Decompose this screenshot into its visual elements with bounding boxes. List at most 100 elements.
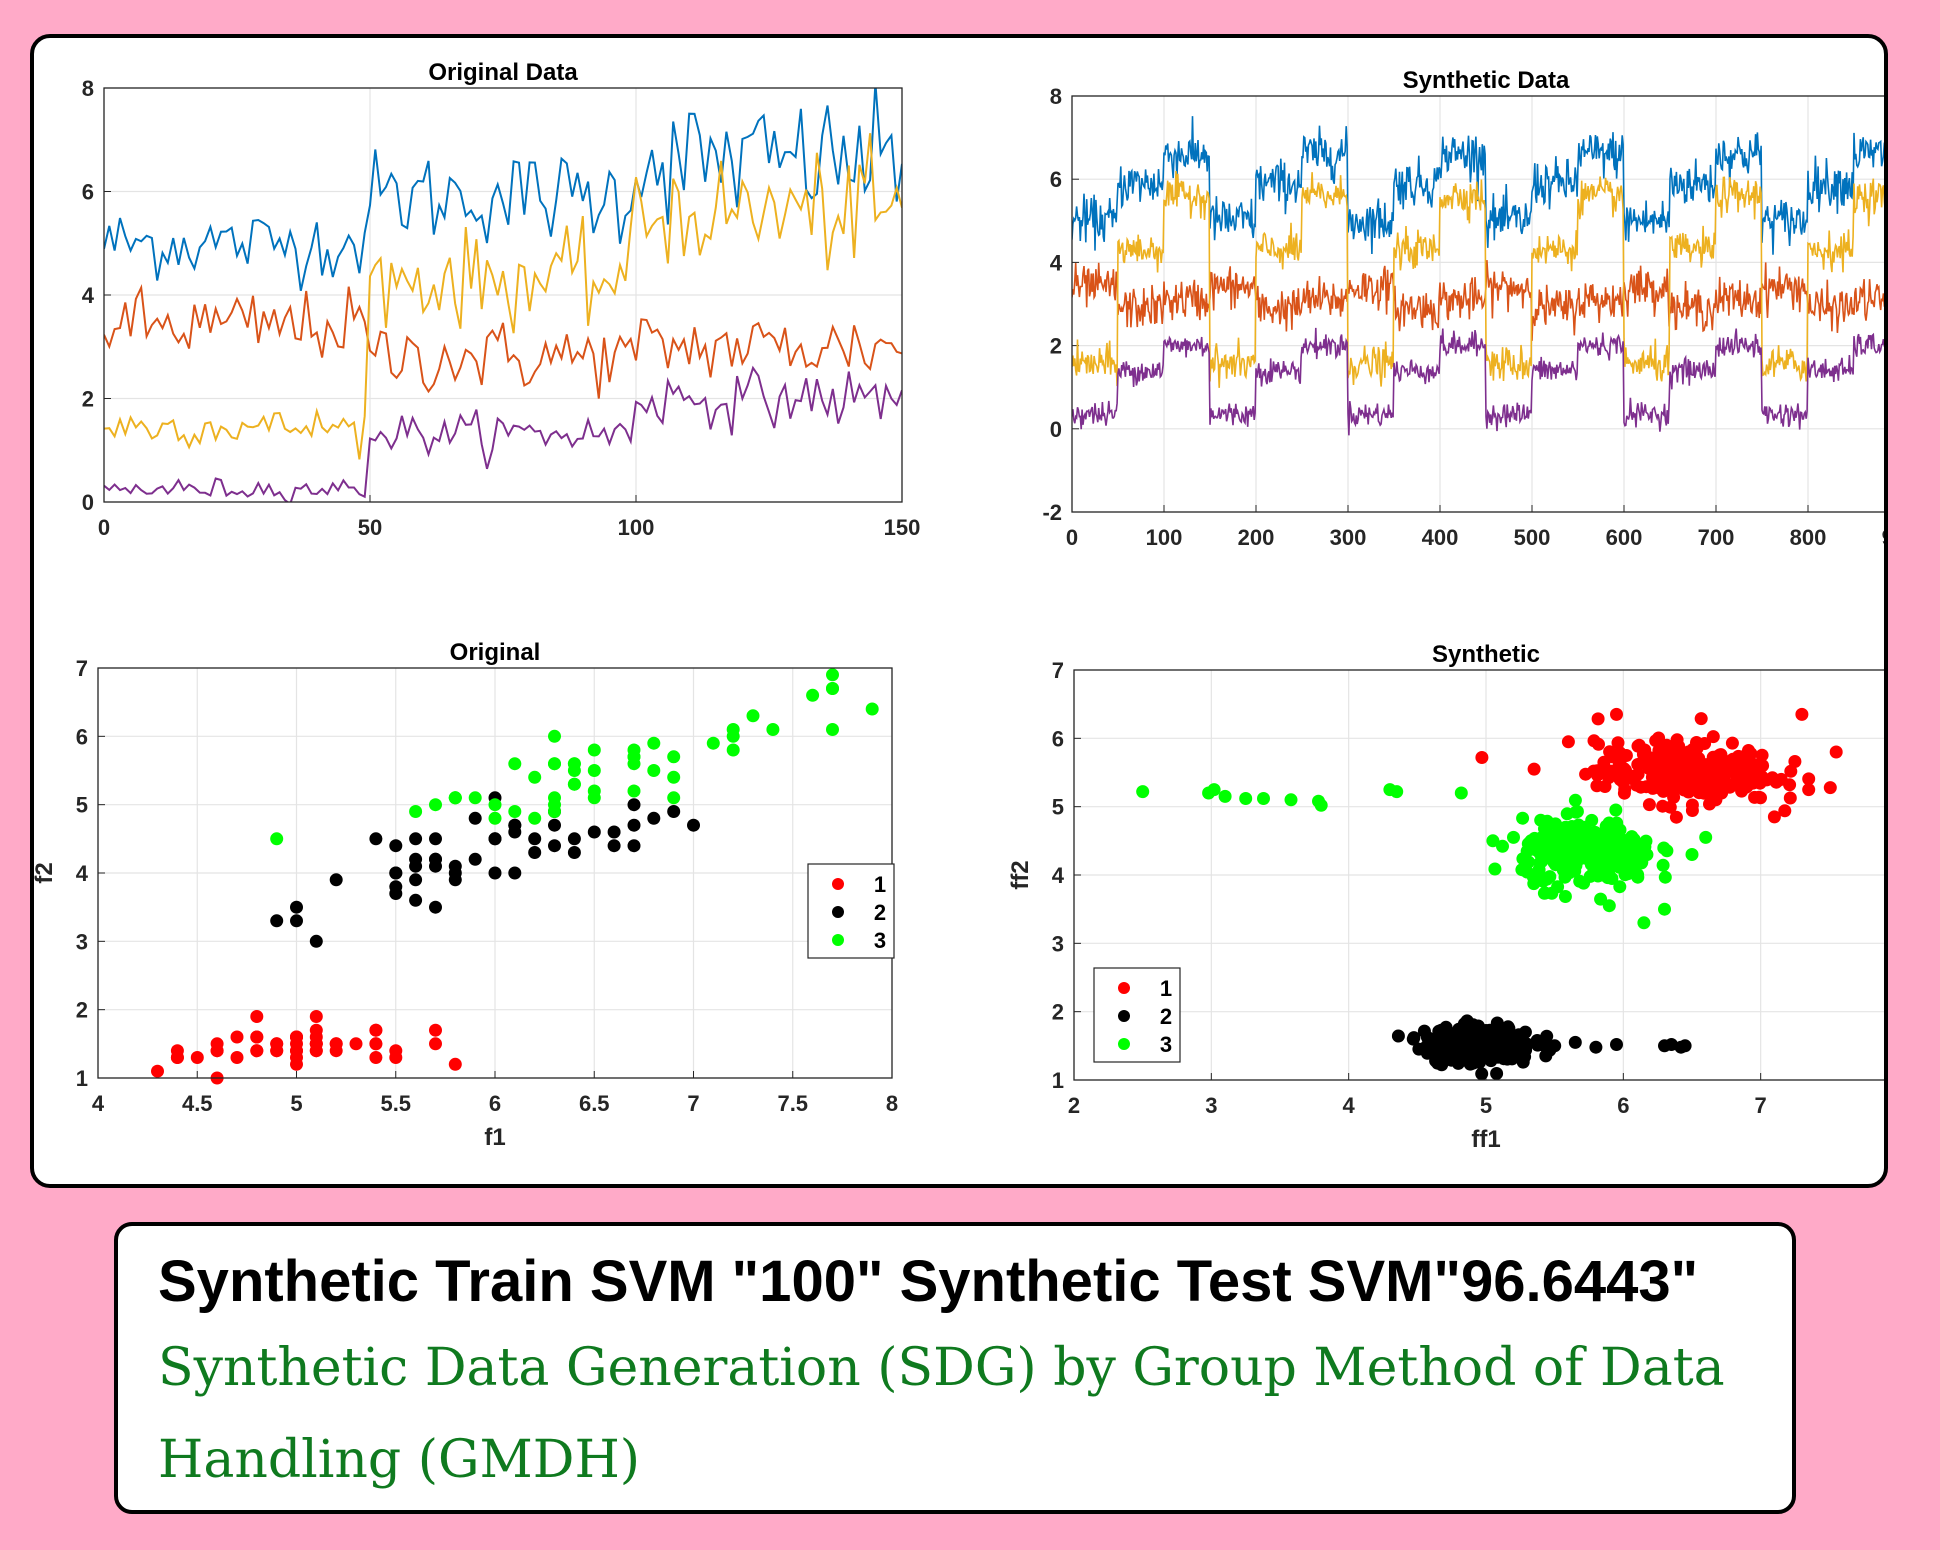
point-class-3: [826, 682, 839, 695]
tick-label-x: 7.5: [777, 1091, 808, 1116]
point-class-2: [1610, 1038, 1623, 1051]
point-class-2: [1451, 1056, 1465, 1070]
point-class-2: [1568, 1035, 1582, 1049]
y-axis-label: f2: [34, 862, 58, 883]
point-class-3: [1520, 844, 1534, 858]
point-class-2: [1466, 1018, 1480, 1032]
point-class-3: [1569, 849, 1582, 863]
point-class-2: [587, 825, 601, 839]
point-class-3: [528, 811, 542, 825]
tick-label-x: 6.5: [579, 1091, 610, 1116]
tick-label-y: 5: [76, 793, 88, 818]
point-class-3: [1551, 838, 1565, 852]
point-class-3: [1569, 859, 1583, 873]
tick-label-x: 600: [1606, 525, 1643, 550]
tick-label-y: 4: [1052, 863, 1065, 888]
series-line-1: [1072, 116, 1884, 255]
point-class-3: [1524, 834, 1538, 848]
point-class-3: [528, 770, 542, 784]
point-class-1: [1619, 749, 1633, 762]
point-class-3: [1658, 870, 1672, 884]
point-class-1: [1802, 772, 1816, 786]
point-class-3: [587, 784, 601, 798]
point-class-1: [1579, 767, 1593, 781]
point-class-2: [687, 818, 700, 832]
legend-box: [807, 863, 895, 959]
legend-box: [1093, 967, 1181, 1063]
point-class-3: [508, 805, 522, 818]
chart-title: Synthetic: [1432, 641, 1540, 668]
legend-label-1: 1: [1160, 976, 1172, 1001]
point-class-3: [726, 729, 740, 743]
tick-label-x: 5: [1480, 1093, 1492, 1118]
tick-label-x: 4: [92, 1091, 105, 1116]
tick-label-x: 6: [489, 1091, 501, 1116]
point-class-3: [1573, 874, 1587, 888]
point-class-3: [1136, 785, 1150, 799]
point-class-3: [548, 757, 561, 771]
legend-marker-1: [1118, 982, 1130, 994]
point-class-1: [1752, 790, 1766, 804]
point-class-1: [1561, 735, 1575, 749]
point-class-3: [448, 791, 462, 805]
point-class-2: [627, 839, 641, 853]
tick-label-y: 2: [82, 387, 94, 412]
chart-4: 23456781234567Syntheticff1ff2123: [1007, 641, 1884, 1153]
point-class-1: [1690, 736, 1703, 749]
point-class-1: [1670, 733, 1684, 747]
point-class-3: [548, 729, 561, 743]
point-class-1: [1774, 772, 1788, 786]
point-class-2: [548, 839, 561, 853]
point-class-1: [1592, 737, 1605, 751]
point-class-1: [1697, 764, 1711, 778]
point-class-1: [309, 1010, 323, 1023]
tick-label-y: 7: [1052, 658, 1064, 683]
point-class-3: [706, 736, 720, 750]
point-class-1: [1656, 799, 1670, 813]
series-line-1: [104, 88, 902, 292]
point-class-3: [647, 764, 661, 777]
point-class-1: [1696, 773, 1710, 787]
point-class-3: [1496, 839, 1509, 853]
point-class-3: [567, 777, 581, 791]
point-class-2: [488, 832, 502, 846]
point-class-1: [1802, 783, 1816, 797]
point-class-1: [1746, 759, 1760, 773]
point-class-2: [290, 914, 303, 928]
point-class-3: [1543, 870, 1557, 884]
tick-label-x: 6: [1617, 1093, 1629, 1118]
point-class-1: [290, 1030, 303, 1044]
point-class-3: [1507, 830, 1520, 844]
point-class-2: [389, 839, 403, 853]
point-class-2: [488, 866, 502, 880]
caption-box: Synthetic Train SVM "100" Synthetic Test…: [114, 1222, 1796, 1514]
tick-label-y: 6: [1052, 726, 1064, 751]
tick-label-x: 3: [1205, 1093, 1217, 1118]
point-class-1: [1631, 739, 1645, 753]
tick-label-y: 3: [1052, 931, 1064, 956]
point-class-3: [1533, 856, 1547, 870]
point-class-2: [1493, 1021, 1507, 1035]
point-class-1: [190, 1051, 204, 1064]
tick-label-y: 2: [1052, 1000, 1064, 1025]
point-class-3: [806, 688, 820, 702]
point-class-2: [468, 811, 482, 825]
point-class-3: [1614, 841, 1628, 855]
legend-label-1: 1: [874, 872, 886, 897]
point-class-1: [429, 1023, 442, 1037]
point-class-3: [1207, 783, 1221, 797]
point-class-1: [250, 1010, 264, 1023]
point-class-3: [1559, 830, 1573, 844]
point-class-1: [369, 1023, 383, 1037]
caption-method-title: Synthetic Data Generation (SDG) by Group…: [158, 1338, 1725, 1490]
point-class-2: [1664, 1038, 1678, 1051]
tick-label-y: 0: [82, 490, 94, 515]
tick-label-x: 50: [358, 515, 382, 540]
point-class-3: [1558, 890, 1572, 903]
point-class-3: [627, 784, 641, 798]
point-class-3: [1634, 845, 1648, 859]
point-class-1: [1778, 804, 1792, 818]
point-class-1: [1788, 755, 1802, 768]
point-class-1: [1718, 757, 1732, 771]
